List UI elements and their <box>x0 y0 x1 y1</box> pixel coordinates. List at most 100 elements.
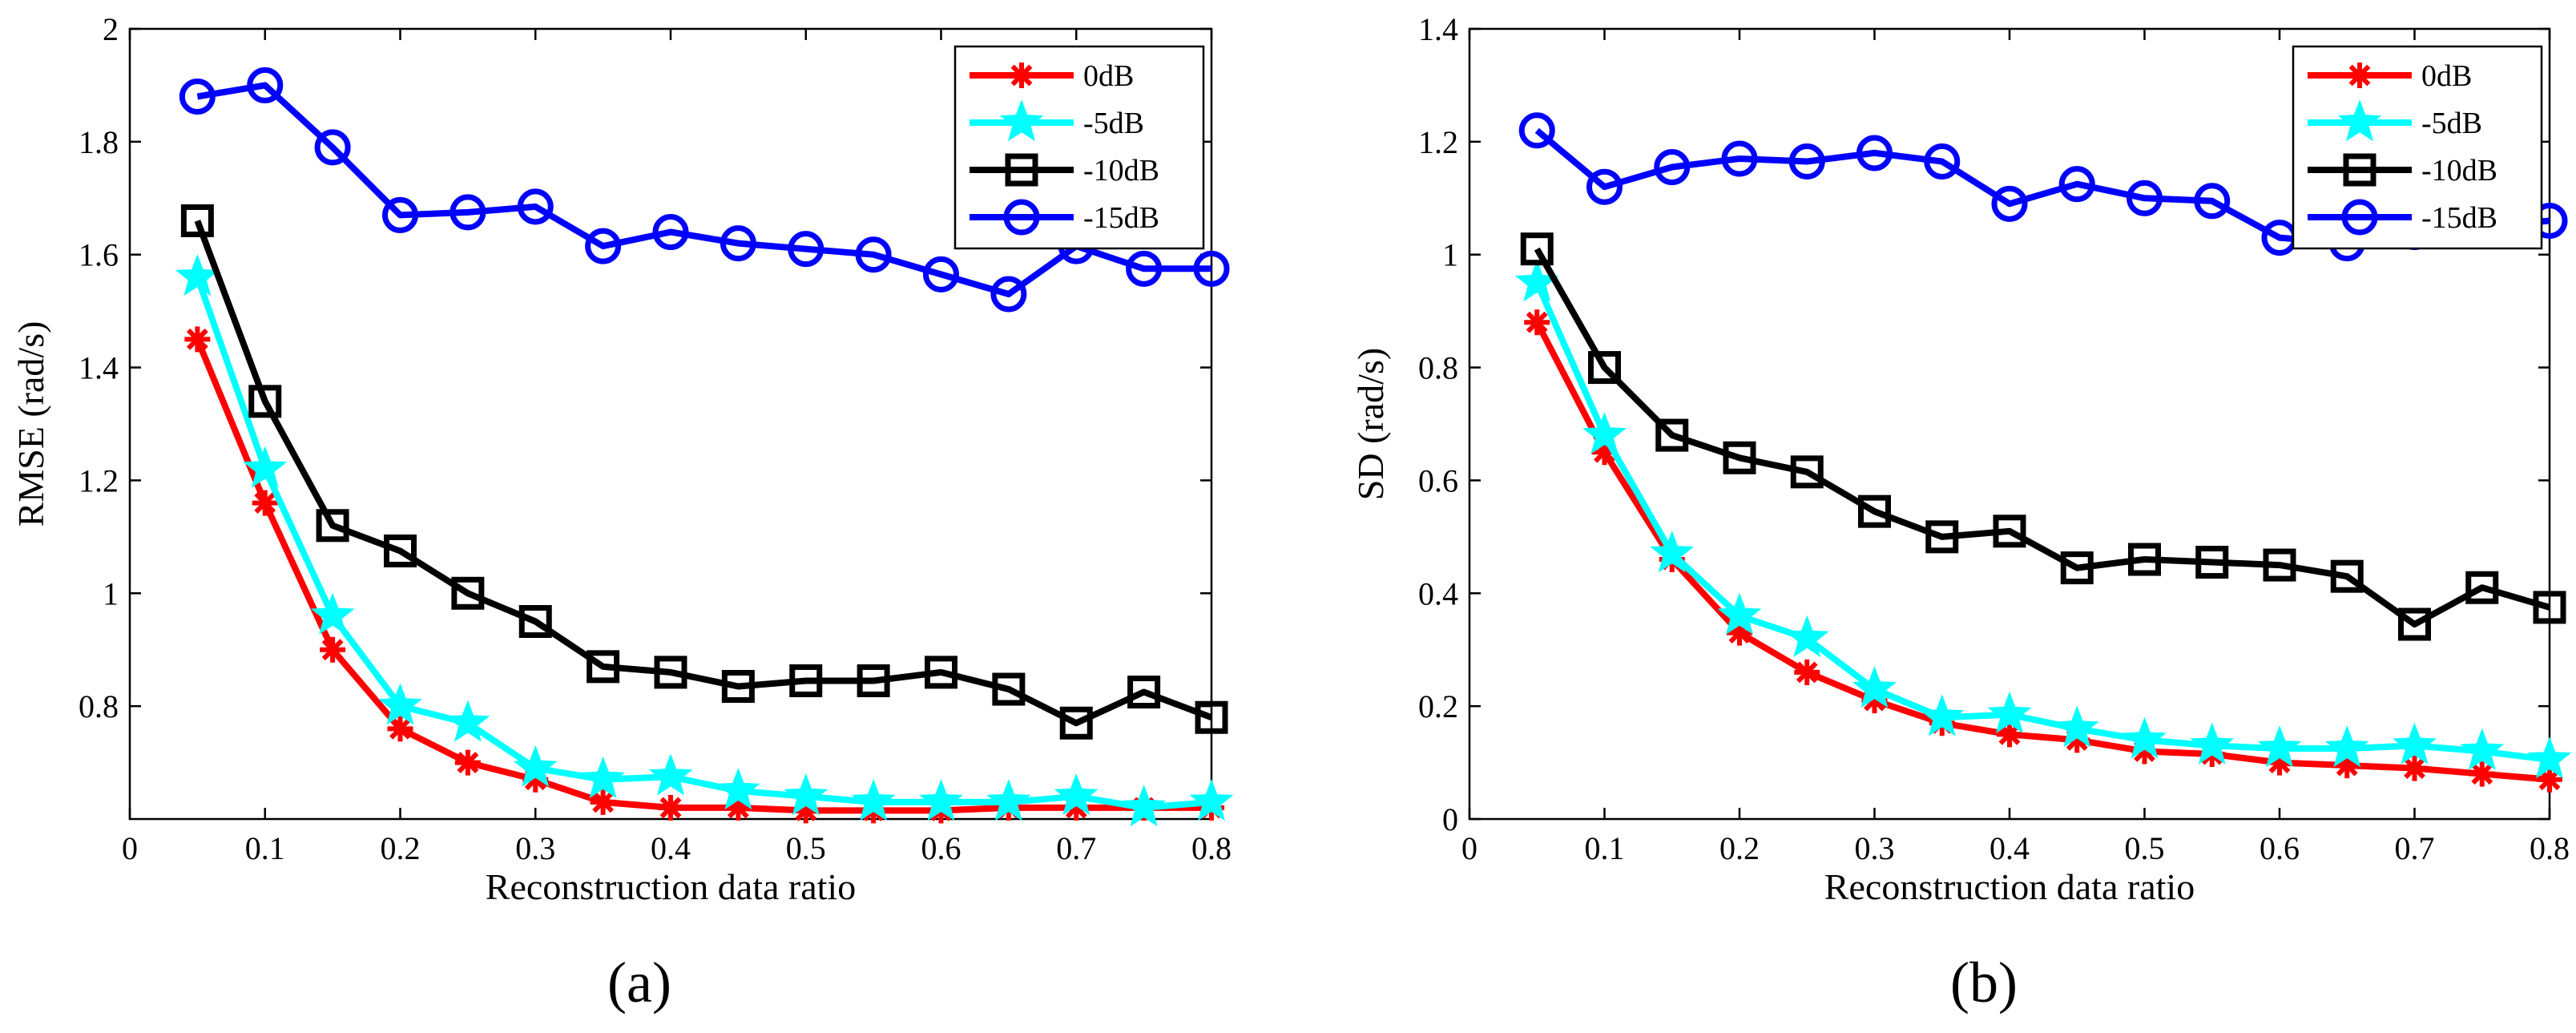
data-point <box>1790 455 1824 489</box>
data-point <box>2263 548 2296 582</box>
data-point <box>2527 736 2572 779</box>
data-point <box>378 683 422 725</box>
data-point <box>513 744 558 787</box>
data-point <box>654 656 687 689</box>
data-point <box>314 129 351 166</box>
data-point <box>1924 143 1961 180</box>
legend-marker <box>2341 199 2378 236</box>
x-axis-label: Reconstruction data ratio <box>1824 866 2195 907</box>
series-line <box>1534 321 2550 783</box>
data-point <box>992 672 1026 706</box>
legend: 0dB -5dB -10dB -15dB <box>953 45 1205 250</box>
data-point <box>1126 250 1163 287</box>
y-tick-label: 0 <box>1442 801 1458 837</box>
x-tick-label: 0 <box>1461 830 1477 866</box>
data-point <box>1059 706 1093 740</box>
data-point <box>1650 531 1695 573</box>
data-point <box>1920 694 1965 736</box>
data-point <box>1586 168 1623 205</box>
data-point <box>1852 666 1897 708</box>
data-point <box>721 669 755 703</box>
legend-item: -5dB <box>2308 99 2482 142</box>
y-tick-label: 0.8 <box>1418 350 1458 386</box>
data-point <box>518 605 552 638</box>
data-point <box>454 749 481 776</box>
x-tick-label: 0.6 <box>921 830 961 866</box>
legend-item: 0dB <box>970 59 1134 93</box>
y-axis-label: RMSE (rad/s) <box>10 321 51 527</box>
legend-marker <box>1003 199 1040 236</box>
data-point <box>2190 722 2235 765</box>
data-point <box>184 326 211 353</box>
y-tick-label: 2 <box>103 11 119 47</box>
panel-a: 0 0.1 0.2 0.3 0.4 0.5 0.6 0.7 0.8 0.8 1 1.2 1.4 1.6 1.… <box>10 11 1234 1015</box>
y-tick-label: 0.6 <box>1418 462 1458 498</box>
data-point <box>2330 559 2364 593</box>
legend: 0dB -5dB -10dB -15dB <box>2292 45 2543 250</box>
data-point <box>1788 143 1825 180</box>
data-point <box>387 716 413 742</box>
legend-item: -10dB <box>970 153 1159 188</box>
data-point <box>990 276 1027 313</box>
y-tick-label: 1.2 <box>1418 124 1458 160</box>
data-point <box>2122 716 2167 759</box>
data-point <box>716 767 760 810</box>
x-tick-label: 0.3 <box>1855 830 1895 866</box>
data-point <box>180 204 214 237</box>
data-point <box>2398 607 2431 641</box>
data-point <box>179 79 216 115</box>
series--5dB <box>1514 260 2572 779</box>
y-tick-label: 0.4 <box>1418 575 1458 611</box>
series--10dB <box>180 204 1228 740</box>
data-point <box>320 636 346 663</box>
y-tick-label: 0.8 <box>79 688 119 724</box>
x-tick-label: 0.7 <box>1056 830 1096 866</box>
x-tick-label: 0.4 <box>1989 830 2030 866</box>
x-tick-label: 0.7 <box>2395 830 2435 866</box>
legend-label: -15dB <box>2421 201 2497 235</box>
data-point <box>1993 514 2026 548</box>
panel-label: (a) <box>607 950 671 1015</box>
data-point <box>1654 149 1691 186</box>
x-tick-label: 0.5 <box>786 830 826 866</box>
legend-item: 0dB <box>2308 59 2472 93</box>
legend-marker <box>999 99 1044 142</box>
data-point <box>1518 112 1555 149</box>
data-point <box>248 385 282 418</box>
y-tick-label: 1.2 <box>79 462 119 498</box>
data-point <box>919 779 963 821</box>
data-point <box>382 196 418 233</box>
data-point <box>1723 441 1756 474</box>
legend-marker <box>1009 63 1034 88</box>
series-line <box>196 82 1211 297</box>
series--15dB <box>179 67 1230 313</box>
data-point <box>784 773 828 816</box>
legend-marker <box>2347 63 2372 88</box>
legend-label: -15dB <box>1083 201 1159 235</box>
series-line <box>194 276 1212 811</box>
panel-b: 0 0.1 0.2 0.3 0.4 0.5 0.6 0.7 0.8 0 0.2 0.4 0.6 0.8 1 1… <box>1350 11 2572 1015</box>
data-point <box>720 225 756 262</box>
data-point <box>2127 180 2163 216</box>
data-point <box>925 656 957 689</box>
legend-label: 0dB <box>1083 59 1134 93</box>
data-point <box>1582 412 1627 454</box>
data-point <box>1991 185 2028 222</box>
y-tick-label: 0.2 <box>1418 688 1458 724</box>
legend-marker <box>2343 153 2376 187</box>
data-point <box>2060 551 2094 585</box>
data-point <box>316 509 349 543</box>
data-point <box>2194 183 2231 220</box>
data-point <box>1122 785 1167 827</box>
y-tick-label: 1.4 <box>1418 11 1458 47</box>
legend-marker <box>2337 99 2382 142</box>
data-point <box>2195 546 2229 579</box>
data-point <box>247 67 284 103</box>
data-point <box>857 664 890 697</box>
data-point <box>2401 755 2428 781</box>
data-point <box>2257 725 2302 768</box>
data-point <box>2128 543 2161 576</box>
data-point <box>1925 520 1959 554</box>
data-point <box>1794 659 1820 685</box>
